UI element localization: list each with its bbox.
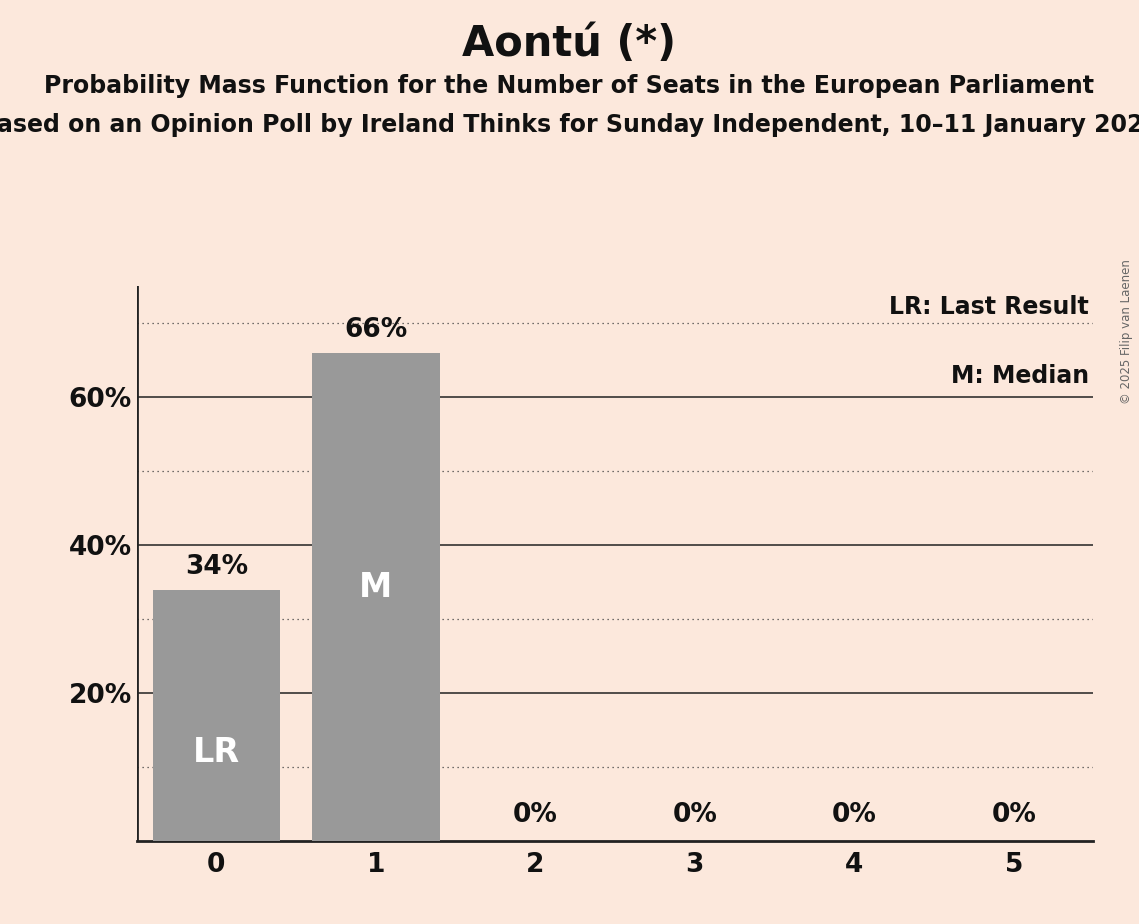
Text: Probability Mass Function for the Number of Seats in the European Parliament: Probability Mass Function for the Number…: [44, 74, 1095, 98]
Text: M: M: [359, 571, 393, 603]
Bar: [312, 353, 440, 841]
Text: LR: Last Result: LR: Last Result: [888, 295, 1089, 319]
Text: 0%: 0%: [513, 801, 558, 828]
Text: 66%: 66%: [344, 317, 408, 344]
Text: © 2025 Filip van Laenen: © 2025 Filip van Laenen: [1121, 259, 1133, 404]
Text: Aontú (*): Aontú (*): [462, 23, 677, 65]
Text: LR: LR: [192, 736, 240, 770]
Text: Based on an Opinion Poll by Ireland Thinks for Sunday Independent, 10–11 January: Based on an Opinion Poll by Ireland Thin…: [0, 113, 1139, 137]
Text: 0%: 0%: [831, 801, 877, 828]
Text: 0%: 0%: [991, 801, 1036, 828]
Bar: [153, 590, 280, 841]
Text: 0%: 0%: [672, 801, 718, 828]
Text: M: Median: M: Median: [951, 364, 1089, 388]
Text: 34%: 34%: [185, 553, 248, 580]
